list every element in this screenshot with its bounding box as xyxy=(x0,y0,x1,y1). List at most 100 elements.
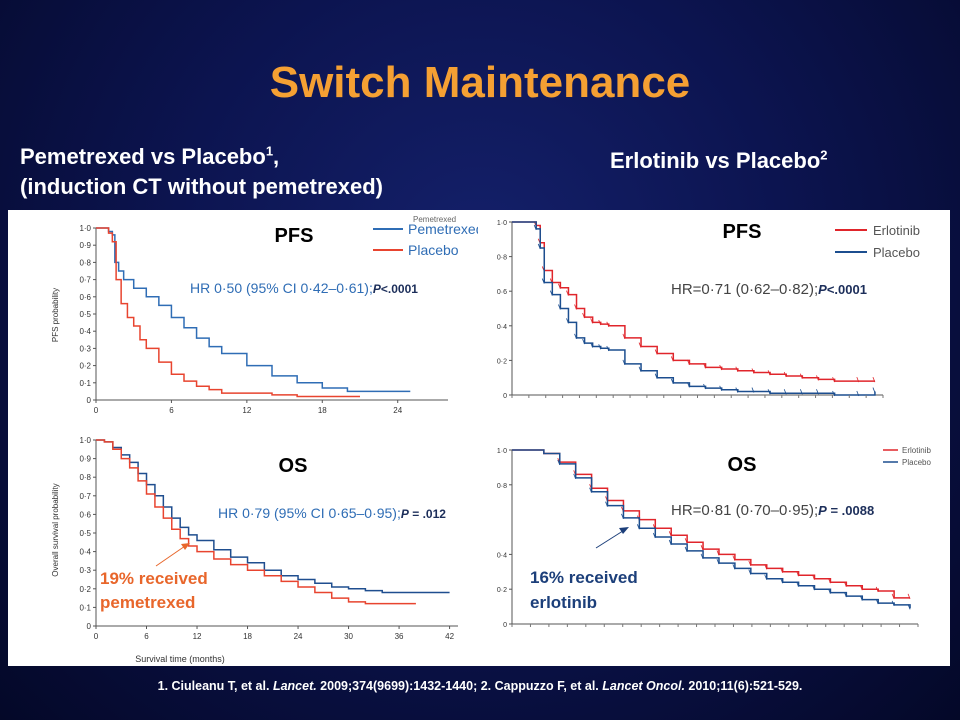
left-figure-svg: 00·10·20·30·40·50·60·70·80·91·00 6 12 18 24 … xyxy=(51,215,483,664)
x-tick-label: 42 xyxy=(445,632,454,641)
hr-text: HR=0·71 (0·62–0·82);P<.0001 xyxy=(671,281,867,298)
x-tick-label: 6 xyxy=(144,632,149,641)
censor-mark xyxy=(638,366,642,372)
censor-mark xyxy=(828,578,831,584)
left-heading-line1: Pemetrexed vs Placebo xyxy=(20,144,266,169)
left-heading-comma: , xyxy=(273,144,280,169)
y-tick-label: 0·1 xyxy=(79,379,91,388)
p-label: P xyxy=(373,282,382,296)
p-value: <.0001 xyxy=(827,282,867,297)
hr-value: HR 0·50 (95% CI 0·42–0·61); xyxy=(190,280,373,296)
right-comparison-heading: Erlotinib vs Placebo2 xyxy=(610,146,828,176)
x-tick-label: 0 xyxy=(94,406,99,415)
y-tick-label: 0·4 xyxy=(79,548,91,557)
censor-mark xyxy=(891,593,895,600)
y-tick-label: 0·8 xyxy=(79,473,91,482)
km-curve-placebo xyxy=(512,449,911,609)
censor-mark xyxy=(859,585,863,591)
censor-mark xyxy=(875,586,879,593)
censor-mark xyxy=(732,564,736,570)
censor-mark xyxy=(654,349,658,355)
censor-mark xyxy=(907,604,911,610)
hr-value: HR 0·79 (95% CI 0·65–0·95); xyxy=(218,505,401,521)
censor-mark xyxy=(780,578,784,584)
legend-clipped-text: Pemetrexed xyxy=(413,215,456,224)
x-tick-label: 18 xyxy=(243,632,252,641)
left-heading-ref: 1 xyxy=(265,143,274,159)
censor-mark xyxy=(590,318,594,324)
censor-mark xyxy=(816,389,819,395)
km-curve-pemetrexed xyxy=(96,439,450,594)
censor-mark xyxy=(735,387,739,393)
callout-arrow xyxy=(155,543,189,567)
censor-mark xyxy=(816,375,819,381)
km-curve-placebo xyxy=(512,221,876,396)
x-tick-label: 18 xyxy=(318,406,327,415)
censor-mark xyxy=(589,487,592,493)
y-tick-label: 0·6 xyxy=(79,293,91,302)
y-tick-label: 0·2 xyxy=(497,587,507,594)
censor-mark xyxy=(799,389,803,395)
censor-mark xyxy=(687,359,690,366)
censor-mark xyxy=(872,377,876,383)
censor-mark xyxy=(582,338,585,345)
censor-mark xyxy=(719,364,723,371)
p-value: = .012 xyxy=(409,507,446,521)
hr-text: HR=0·81 (0·70–0·95);P = .0088 xyxy=(671,502,874,519)
os-label: OS xyxy=(728,454,757,476)
censor-mark xyxy=(799,373,803,379)
censor-mark xyxy=(875,598,879,605)
callout-arrowhead xyxy=(181,543,190,550)
censor-mark xyxy=(549,290,553,296)
censor-mark xyxy=(558,283,561,289)
censor-mark xyxy=(856,390,860,397)
censor-mark xyxy=(558,304,561,310)
y-tick-label: 0·7 xyxy=(79,492,91,501)
censor-mark xyxy=(654,373,658,379)
censor-mark xyxy=(606,345,610,352)
censor-mark xyxy=(684,538,688,544)
censor-mark xyxy=(859,595,863,601)
pfs-label: PFS xyxy=(723,221,762,243)
left-comparison-heading: Pemetrexed vs Placebo1, (induction CT wi… xyxy=(20,142,383,202)
y-tick-label: 0·8 xyxy=(79,258,91,267)
legend-label-placebo: Placebo xyxy=(873,245,920,260)
km-curve-erlotinib xyxy=(512,221,875,382)
left-figure-panel: 0 0·1 0·2 0·3 0·4 0·5 0·6 0·7 0·8 0·9 1·0 0 6 12 18 24 … xyxy=(8,210,484,666)
y-tick-label: 0·8 xyxy=(497,255,507,262)
x-tick-label: 6 xyxy=(169,406,174,415)
citation-footer: 1. Ciuleanu T, et al. Lancet. 2009;374(9… xyxy=(0,679,960,693)
y-tick-label: 0 xyxy=(503,393,507,400)
censor-mark xyxy=(668,539,672,546)
citation-part1: 1. Ciuleanu T, et al. xyxy=(157,679,273,693)
censor-mark xyxy=(812,574,815,580)
hr-text: HR 0·79 (95% CI 0·65–0·95);P = .012 xyxy=(218,505,446,521)
censor-mark xyxy=(703,363,706,369)
p-label: P xyxy=(818,503,827,518)
censor-mark xyxy=(700,545,704,551)
censor-mark xyxy=(573,473,577,479)
callout-arrowhead xyxy=(619,527,629,534)
censor-mark xyxy=(637,524,640,530)
censor-mark xyxy=(716,550,720,556)
censor-mark xyxy=(687,382,690,388)
censor-mark xyxy=(751,387,755,393)
censor-mark xyxy=(748,560,752,566)
y-tick-label: 0·3 xyxy=(79,344,91,353)
callout-line1: 16% received xyxy=(530,568,638,587)
censor-mark xyxy=(621,513,624,520)
censor-mark xyxy=(598,319,602,326)
km-curve-placebo xyxy=(96,439,416,605)
y-tick-label: 0·8 xyxy=(497,483,507,490)
callout-line1: 19% received xyxy=(100,569,208,588)
y-axis-label: PFS probability xyxy=(51,288,60,342)
y-tick-label: 1·0 xyxy=(79,436,91,445)
p-value: = .0088 xyxy=(827,503,874,518)
censor-mark xyxy=(783,371,787,378)
censor-mark xyxy=(590,342,594,348)
right-heading-text: Erlotinib vs Placebo xyxy=(610,148,821,173)
km-curve-placebo xyxy=(96,227,360,398)
censor-mark xyxy=(668,531,672,537)
censor-mark xyxy=(652,532,656,539)
pemetrexed-os-chart: 0 0·1 0·2 0·3 0·4 0·5 0·6 0·7 0·8 0·9 1·0 0 6 12 18 24 3… xyxy=(51,436,458,664)
